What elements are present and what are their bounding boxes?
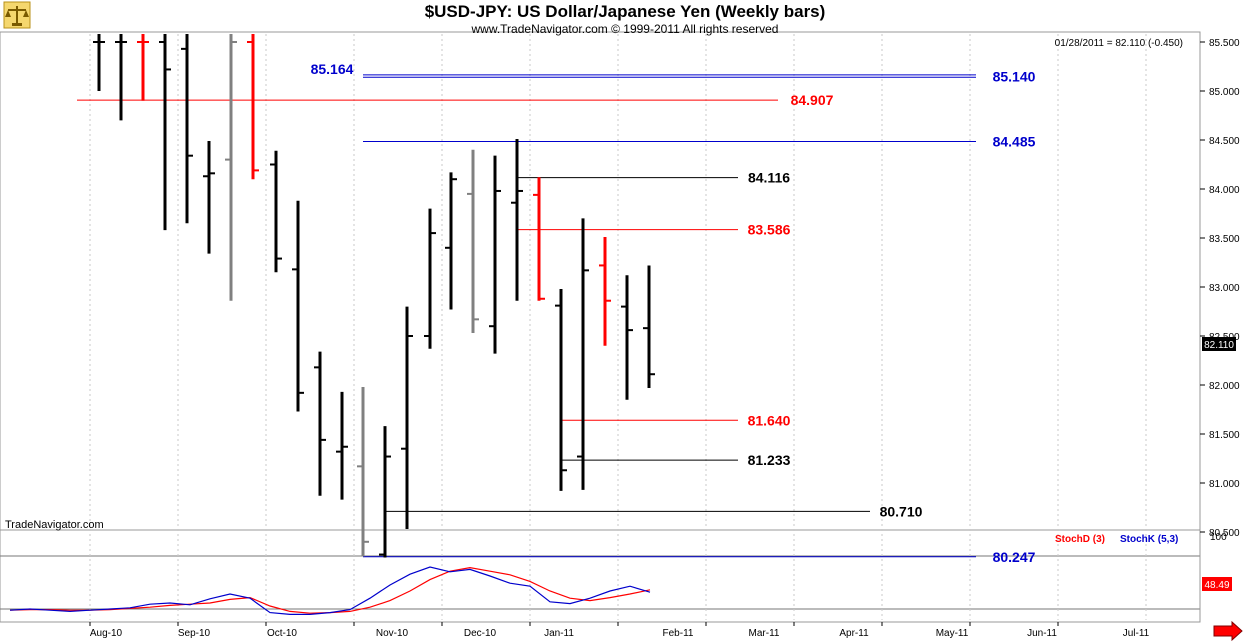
level-label: 83.586 [748, 222, 791, 238]
y-tick-label: 83.500 [1209, 234, 1240, 245]
level-label: 80.247 [993, 549, 1036, 565]
x-tick-label: Dec-10 [464, 628, 497, 639]
x-tick-label: Feb-11 [663, 628, 694, 639]
x-tick-label: Oct-10 [267, 628, 297, 639]
y-tick-label: 84.000 [1209, 185, 1240, 196]
x-tick-label: May-11 [936, 628, 969, 639]
x-tick-label: Sep-10 [178, 628, 211, 639]
x-tick-label: Jan-11 [544, 628, 574, 639]
level-label: 84.907 [791, 92, 834, 108]
level-label: 84.485 [993, 133, 1036, 149]
x-tick-label: Apr-11 [839, 628, 869, 639]
level-label: 81.233 [748, 452, 791, 468]
y-tick-label: 85.000 [1209, 87, 1240, 98]
level-label: 85.164 [311, 61, 354, 77]
x-tick-label: Nov-10 [376, 628, 409, 639]
x-tick-label: Mar-11 [749, 628, 780, 639]
last-price-marker [1202, 337, 1236, 351]
date-axis: Aug-10 Sep-10 Oct-10 Nov-10 Dec-10 Jan-11 Feb-… [89, 622, 1150, 639]
level-label: 84.116 [748, 170, 790, 186]
y-tick-label: 80.500 [1209, 528, 1240, 539]
y-tick-label: 83.000 [1209, 283, 1240, 294]
price-panel-frame [0, 31, 1201, 531]
ohlc-bars [93, 34, 655, 558]
stoch-panel-frame [0, 529, 1201, 623]
stoch-value-label: 48.49 [1204, 580, 1229, 591]
last-price-label: 82.110 [1204, 340, 1234, 351]
y-tick-label: 84.500 [1209, 136, 1240, 147]
stochastic-lines [9, 566, 651, 615]
level-label: 85.140 [993, 68, 1036, 84]
y-tick-label: 81.000 [1209, 479, 1240, 490]
stoch-top-label: 100 [1210, 532, 1227, 543]
y-tick-label: 82.000 [1209, 381, 1240, 392]
stoch-value-marker [1202, 577, 1232, 591]
last-quote: 01/28/2011 = 82.110 (-0.450) [1055, 38, 1183, 49]
x-tick-label: Jul-11 [1123, 628, 1150, 639]
stoch-k-line [9, 566, 651, 615]
y-tick-label: 81.500 [1209, 430, 1240, 441]
logo-icon [3, 1, 31, 29]
stoch-legend-d: StochD (3) [1055, 534, 1105, 545]
x-tick-label: Jun-11 [1027, 628, 1057, 639]
x-tick-label: Aug-10 [90, 628, 123, 639]
y-tick-label: 85.500 [1209, 38, 1240, 49]
level-label: 80.710 [880, 503, 923, 519]
stoch-legend-k: StochK (5,3) [1120, 534, 1178, 545]
chart-subtitle: www.TradeNavigator.com © 1999-2011 All r… [471, 22, 779, 36]
chart-title: $USD-JPY: US Dollar/Japanese Yen (Weekly… [425, 2, 826, 21]
level-label: 81.640 [748, 412, 791, 428]
price-levels: 85.164 85.140 84.907 84.485 84.116 83.586 81.6… [77, 61, 1036, 565]
right-arrow-icon[interactable] [1213, 620, 1243, 642]
watermark: TradeNavigator.com [5, 519, 104, 531]
